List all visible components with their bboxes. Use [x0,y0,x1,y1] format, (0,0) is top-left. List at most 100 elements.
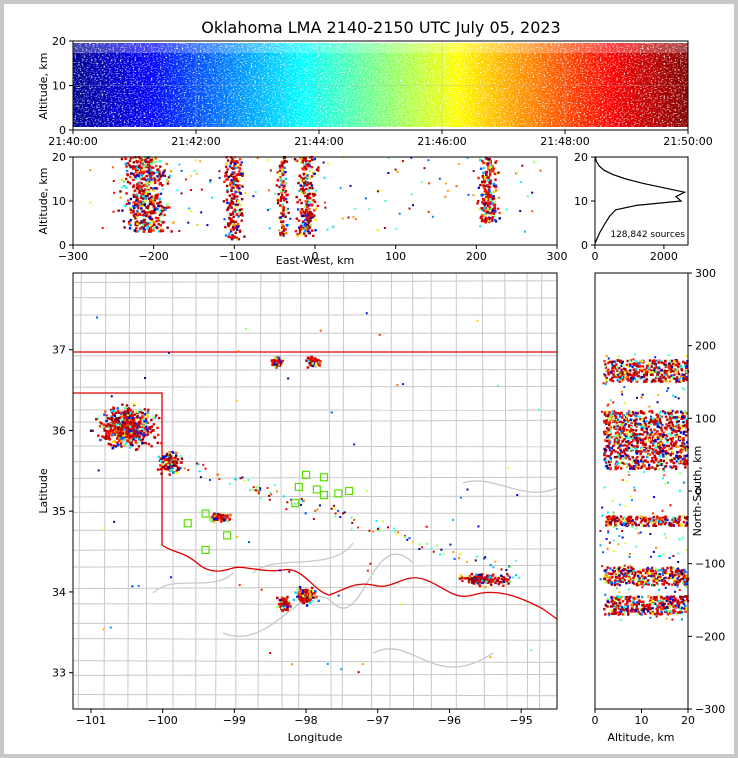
ns-source-point [670,447,673,450]
map-source-point [281,609,284,612]
map-source-point [159,460,163,463]
ew-source-point [269,169,272,172]
ns-source-point [640,465,644,468]
ns-source-point [643,445,646,449]
map-source-point [112,421,116,424]
ew-source-point [232,215,235,218]
ns-source-point [626,420,630,423]
map-source-point [122,425,126,429]
ns-source-point [656,515,659,518]
map-source-point [171,471,175,474]
ns-source-point [654,356,657,359]
ew-source-point [154,207,158,210]
ns-source-point [620,420,623,424]
ns-source-point [673,583,677,586]
map-source-point [141,427,145,431]
ns-source-point [607,423,611,427]
ns-source-point [669,597,672,600]
ew-source-point [486,193,490,196]
map-source-point [289,605,292,608]
ns-source-point [661,443,665,447]
ns-source-point [643,605,646,608]
ew-source-point [487,167,490,171]
ew-source-point [209,181,212,184]
map-source-point [375,519,378,522]
ns-source-point [627,566,630,569]
ns-source-point [649,418,652,421]
ew-source-point [483,218,487,221]
ns-source-point [678,377,681,381]
ew-source-point [156,202,159,205]
ew-source-point [130,172,133,175]
map-source-point [115,437,119,440]
ew-source-point [141,224,145,227]
map-source-point [209,519,213,523]
ew-source-point [306,200,309,203]
map-source-point [148,426,151,429]
map-x-tick-label: −101 [76,714,106,727]
ns-source-point [652,461,656,464]
ns-source-point [654,524,658,528]
ns-source-point [613,515,617,518]
ns-source-point [663,610,667,613]
ns-source-point [611,610,615,613]
ew-source-point [241,174,244,177]
ew-source-point [533,161,536,164]
ns-source-point [680,439,683,442]
ns-source-point [622,378,625,381]
ns-source-point [681,573,684,576]
ew-source-point [123,226,126,229]
map-source-point [104,410,107,413]
ew-source-point [159,210,162,213]
ns-source-point [612,603,615,606]
map-source-point [305,359,308,362]
map-source-point [310,356,313,360]
ns-source-point [611,569,614,572]
map-source-point [116,441,119,444]
ew-source-point [136,230,140,233]
ns-source-point [620,569,623,573]
map-source-point [482,580,485,583]
ew-source-point [301,161,305,164]
ew-source-point [231,212,235,215]
ew-source-point [151,171,154,174]
ns-source-point [634,360,637,363]
ns-source-point [618,371,621,374]
ns-source-point [644,580,647,583]
ew-source-point [284,197,288,201]
ew-source-point [193,170,196,173]
ns-source-point [662,583,666,586]
east-west-x-tick-label: 300 [547,250,568,263]
ew-source-point [275,184,278,187]
ns-source-point [678,515,681,518]
ns-source-point [611,361,614,364]
ns-source-point [653,583,656,587]
map-source-point [465,560,468,563]
ns-source-point [661,462,665,465]
ns-source-point [636,459,640,463]
ns-source-point [650,373,653,376]
ns-source-point [605,520,608,524]
ew-source-point [155,219,158,223]
ns-source-point [672,520,676,523]
map-source-point [477,580,481,583]
ew-source-point [111,166,114,169]
ns-source-point [603,574,607,578]
map-y-tick-label: 33 [52,667,66,680]
ew-source-point [282,206,286,209]
ew-source-point [482,197,485,201]
map-source-point [175,469,178,473]
ew-source-point [141,163,144,166]
ew-source-point [483,207,486,210]
map-source-point [123,428,126,431]
ew-source-point [376,190,379,193]
ew-source-point [211,196,214,199]
map-source-point [316,363,319,366]
ew-source-point [190,189,193,192]
map-source-point [160,441,163,445]
ns-source-point [621,454,625,458]
map-source-point [500,568,503,571]
map-source-point [485,574,489,577]
ew-source-point [238,210,241,214]
ew-source-point [226,168,229,171]
